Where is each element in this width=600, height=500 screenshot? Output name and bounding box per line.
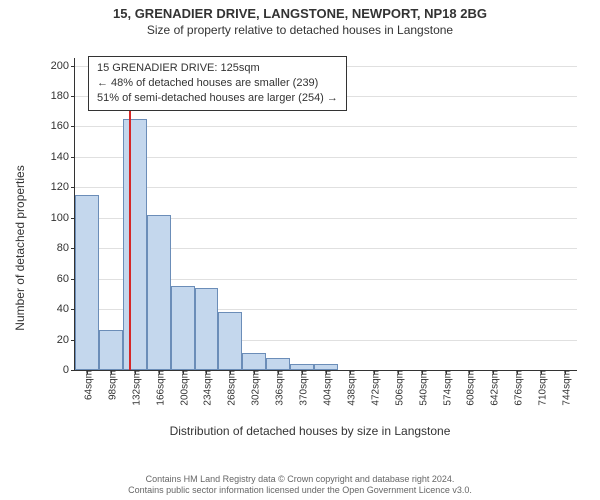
histogram-bar: [99, 330, 123, 370]
y-tick-label: 180: [51, 90, 75, 102]
info-line-smaller: ← 48% of detached houses are smaller (23…: [97, 76, 338, 91]
x-tick-label: 370sqm: [295, 370, 310, 406]
histogram-bar: [123, 119, 147, 370]
x-tick-label: 438sqm: [342, 370, 357, 406]
y-tick-label: 140: [51, 151, 75, 163]
y-tick-label: 40: [57, 303, 75, 315]
x-tick-label: 710sqm: [534, 370, 549, 406]
x-tick-label: 574sqm: [438, 370, 453, 406]
y-tick-label: 80: [57, 242, 75, 254]
y-tick-label: 100: [51, 212, 75, 224]
histogram-bar: [266, 358, 290, 370]
x-tick-label: 302sqm: [247, 370, 262, 406]
x-tick-label: 64sqm: [79, 370, 94, 400]
y-tick-label: 120: [51, 181, 75, 193]
grid-line: [75, 157, 577, 158]
histogram-bar: [242, 353, 266, 370]
info-line-larger: 51% of semi-detached houses are larger (…: [97, 91, 338, 106]
x-tick-label: 234sqm: [199, 370, 214, 406]
grid-line: [75, 126, 577, 127]
x-tick-label: 676sqm: [510, 370, 525, 406]
histogram-bar: [75, 195, 99, 370]
title-address: 15, GRENADIER DRIVE, LANGSTONE, NEWPORT,…: [0, 0, 600, 21]
y-tick-label: 20: [57, 334, 75, 346]
x-tick-label: 404sqm: [319, 370, 334, 406]
y-axis-label: Number of detached properties: [13, 165, 27, 330]
chart-container: 15, GRENADIER DRIVE, LANGSTONE, NEWPORT,…: [0, 0, 600, 500]
histogram-bar: [147, 215, 171, 370]
y-tick-label: 60: [57, 273, 75, 285]
x-tick-label: 472sqm: [366, 370, 381, 406]
histogram-bar: [195, 288, 219, 370]
property-info-box: 15 GRENADIER DRIVE: 125sqm ← 48% of deta…: [88, 56, 347, 111]
x-tick-label: 268sqm: [223, 370, 238, 406]
x-tick-label: 200sqm: [175, 370, 190, 406]
footer-line-1: Contains HM Land Registry data © Crown c…: [0, 474, 600, 485]
histogram-bar: [171, 286, 195, 370]
info-line-size: 15 GRENADIER DRIVE: 125sqm: [97, 61, 338, 76]
x-tick-label: 608sqm: [462, 370, 477, 406]
grid-line: [75, 187, 577, 188]
footer-attribution: Contains HM Land Registry data © Crown c…: [0, 474, 600, 497]
histogram-bar: [218, 312, 242, 370]
x-tick-label: 166sqm: [151, 370, 166, 406]
x-tick-label: 336sqm: [271, 370, 286, 406]
x-tick-label: 744sqm: [558, 370, 573, 406]
x-tick-label: 132sqm: [127, 370, 142, 406]
x-tick-label: 98sqm: [103, 370, 118, 400]
x-tick-label: 642sqm: [486, 370, 501, 406]
footer-line-2: Contains public sector information licen…: [0, 485, 600, 496]
x-tick-label: 540sqm: [414, 370, 429, 406]
y-tick-label: 160: [51, 120, 75, 132]
y-tick-label: 0: [63, 364, 75, 376]
x-tick-label: 506sqm: [390, 370, 405, 406]
x-axis-label: Distribution of detached houses by size …: [30, 424, 590, 438]
title-sub: Size of property relative to detached ho…: [0, 21, 600, 37]
y-tick-label: 200: [51, 60, 75, 72]
